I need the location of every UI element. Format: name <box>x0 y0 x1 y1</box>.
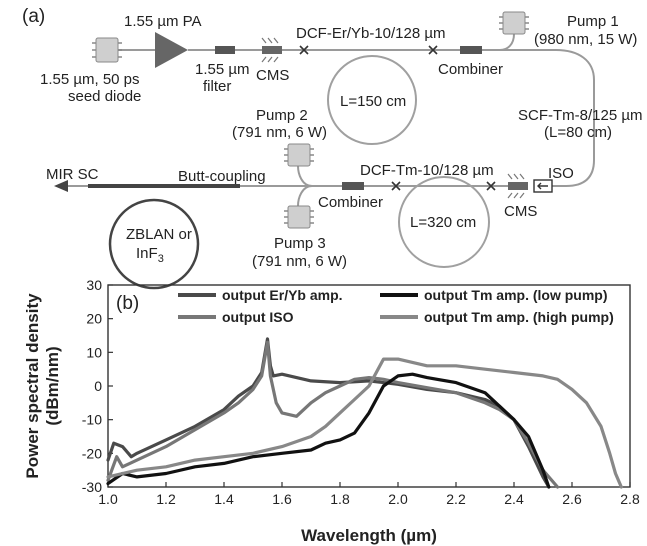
scf-label-2: (L=80 cm) <box>544 124 612 141</box>
combiner-bottom-label: Combiner <box>318 194 383 211</box>
y-tick-label: 0 <box>94 378 102 394</box>
x-axis-label: Wavelength (µm) <box>301 526 437 545</box>
y-axis-label-2: (dBm/nm) <box>43 346 62 425</box>
x-tick-label: 2.4 <box>504 491 524 507</box>
zblan-label-1: ZBLAN or <box>126 226 192 243</box>
series-line-2 <box>106 340 560 489</box>
combiner-top-icon <box>460 46 482 54</box>
seed-diode-icon <box>92 37 122 63</box>
pump2-chip-icon <box>284 143 314 167</box>
filter-label-1: 1.55 µm <box>195 61 250 78</box>
iso-label: ISO <box>548 165 574 182</box>
coil-zblan <box>108 198 200 290</box>
panel-b-label: (b) <box>116 293 139 314</box>
dcf-tm-label: DCF-Tm-10/128 µm <box>360 162 494 179</box>
coil-tm <box>398 176 490 268</box>
fiber-upper <box>188 49 595 187</box>
panel-a-label: (a) <box>22 6 45 27</box>
x-tick-label: 1.2 <box>156 491 176 507</box>
x-tick-label: 1.0 <box>98 491 118 507</box>
fiber-pump1-lead <box>499 33 515 51</box>
cms-bottom-icon <box>507 173 528 199</box>
coil1-label: L=150 cm <box>340 93 406 110</box>
y-tick-label: 20 <box>86 311 102 327</box>
panel-b-chart: (b) 1.0 1.2 1.4 1.6 1.8 2.0 2.2 2.4 2.6 2.8 30 20 1… <box>23 277 640 545</box>
x-tick-label: 1.4 <box>214 491 234 507</box>
pump3-label-2: (791 nm, 6 W) <box>252 253 347 270</box>
combiner-top-label: Combiner <box>438 61 503 78</box>
dcf-er-label: DCF-Er/Yb-10/128 µm <box>296 25 446 42</box>
y-tick-label: -30 <box>82 479 102 495</box>
pump1-label-1: Pump 1 <box>567 13 619 30</box>
x-tick-label: 2.8 <box>620 491 640 507</box>
cms-top-label: CMS <box>256 67 289 84</box>
pump1-label-2: (980 nm, 15 W) <box>534 31 637 48</box>
legend-label: output Er/Yb amp. <box>222 287 343 303</box>
y-tick-label: -10 <box>82 412 102 428</box>
legend: output Er/Yb amp. output ISO output Tm amp… <box>178 287 614 325</box>
butt-label: Butt-coupling <box>178 168 266 185</box>
legend-label: output Tm amp. (high pump) <box>424 309 614 325</box>
pa-label: 1.55 µm PA <box>124 13 202 30</box>
pump3-chip-icon <box>284 205 314 229</box>
fiber-pump2-lead <box>297 165 313 187</box>
combiner-bottom-icon <box>342 182 364 190</box>
cms-bottom-label: CMS <box>504 203 537 220</box>
y-axis-label-1: Power spectral density <box>23 293 42 479</box>
y-ticks: 30 20 10 0 -10 -20 -30 <box>82 277 113 495</box>
fiber-pump3-lead <box>297 185 313 207</box>
filter-icon <box>215 46 235 54</box>
mir-arrow-icon <box>54 180 68 192</box>
iso-icon <box>533 179 553 193</box>
mir-label: MIR SC <box>46 166 99 183</box>
filter-label-2: filter <box>203 78 231 95</box>
x-tick-label: 1.6 <box>272 491 292 507</box>
splice-marks <box>299 45 496 191</box>
y-tick-label: -20 <box>82 445 102 461</box>
pa-triangle-icon <box>155 32 188 68</box>
x-tick-label: 1.8 <box>330 491 350 507</box>
y-tick-label: 10 <box>86 344 102 360</box>
x-ticks: 1.0 1.2 1.4 1.6 1.8 2.0 2.2 2.4 2.6 2.8 <box>98 482 640 507</box>
y-tick-label: 30 <box>86 277 102 293</box>
pump2-label-1: Pump 2 <box>256 107 308 124</box>
panel-a-schematic: (a) <box>22 6 643 290</box>
coil2-label: L=320 cm <box>410 214 476 231</box>
series-group <box>106 337 623 489</box>
series-line-4 <box>106 357 623 489</box>
cms-top-icon <box>261 37 282 63</box>
seed-label-2: seed diode <box>68 88 141 105</box>
seed-label-1: 1.55 µm, 50 ps <box>40 71 140 88</box>
legend-label: output Tm amp. (low pump) <box>424 287 608 303</box>
scf-label-1: SCF-Tm-8/125 µm <box>518 107 643 124</box>
legend-label: output ISO <box>222 309 294 325</box>
series-line-1 <box>106 337 551 489</box>
x-tick-label: 2.0 <box>388 491 408 507</box>
pump3-label-1: Pump 3 <box>274 235 326 252</box>
pump1-chip-icon <box>499 11 529 35</box>
coil-er-yb <box>327 55 417 145</box>
pump2-label-2: (791 nm, 6 W) <box>232 124 327 141</box>
x-tick-label: 2.2 <box>446 491 466 507</box>
x-tick-label: 2.6 <box>562 491 582 507</box>
zblan-label-2: InF3 <box>136 245 164 265</box>
series-line-3 <box>106 372 551 489</box>
